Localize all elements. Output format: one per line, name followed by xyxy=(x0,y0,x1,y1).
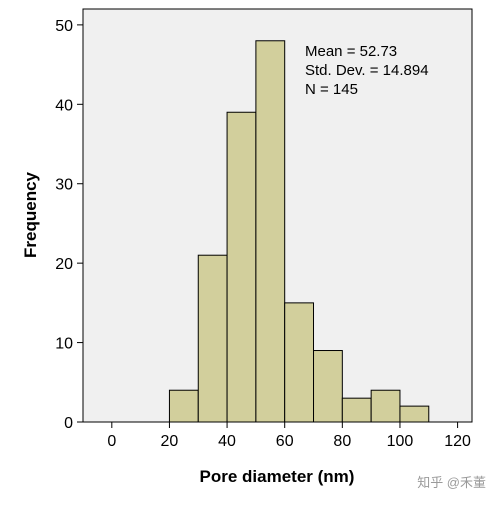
watermark: 知乎 @禾董 xyxy=(417,475,486,490)
stats-annotation: Mean = 52.73 Std. Dev. = 14.894 N = 145 xyxy=(305,43,429,98)
histogram-bar-80-90 xyxy=(341,397,372,423)
x-tick-label-60: 60 xyxy=(276,433,294,450)
histogram-bar-100-110 xyxy=(399,405,430,423)
y-tick-label-20: 20 xyxy=(55,256,73,273)
x-tick-label-120: 120 xyxy=(444,433,471,450)
histogram-bar-30-40 xyxy=(197,254,228,423)
y-axis-title: Frequency xyxy=(21,171,40,258)
stat-n: N = 145 xyxy=(305,81,358,98)
histogram-bar-20-30 xyxy=(168,389,199,423)
x-tick-label-80: 80 xyxy=(333,433,351,450)
histogram-bar-50-60 xyxy=(255,40,286,423)
histogram-bar-60-70 xyxy=(284,302,315,423)
y-tick-label-30: 30 xyxy=(55,177,73,194)
bars-group xyxy=(168,40,430,423)
x-tick-label-100: 100 xyxy=(387,433,414,450)
y-tick-label-50: 50 xyxy=(55,18,73,35)
y-tick-label-0: 0 xyxy=(64,415,73,432)
histogram-bar-70-80 xyxy=(313,350,343,423)
histogram-bar-40-50 xyxy=(226,111,257,423)
y-tick-label-40: 40 xyxy=(55,97,73,114)
x-tick-label-40: 40 xyxy=(218,433,236,450)
x-tick-label-20: 20 xyxy=(161,433,179,450)
stat-mean: Mean = 52.73 xyxy=(305,43,397,60)
x-tick-label-0: 0 xyxy=(107,433,116,450)
stat-std-dev: Std. Dev. = 14.894 xyxy=(305,62,429,79)
axes-group: 0 20 40 60 80 100 120 0 10 20 30 40 50 xyxy=(55,18,471,450)
x-axis-title: Pore diameter (nm) xyxy=(200,467,355,486)
y-tick-label-10: 10 xyxy=(55,336,73,353)
histogram-bar-90-100 xyxy=(370,389,401,423)
